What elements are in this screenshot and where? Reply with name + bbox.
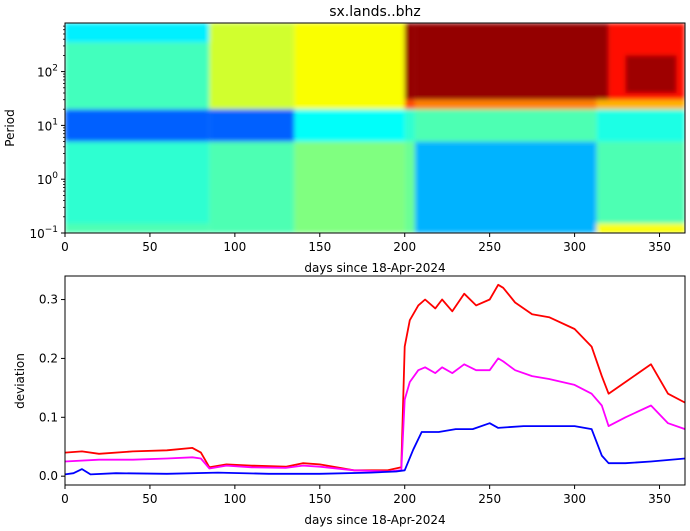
x-tick-label: 350	[648, 492, 671, 506]
heatmap-cell	[596, 141, 685, 224]
y-tick-label: 0.2	[39, 351, 58, 365]
heatmap-cell	[404, 23, 415, 100]
heatmap-cell	[65, 223, 210, 233]
x-tick-label: 100	[223, 240, 246, 254]
heatmap-cell	[414, 23, 609, 100]
heatmap-cell	[65, 23, 210, 43]
y-tick-label: 0.1	[39, 410, 58, 424]
y-tick-label: 0.3	[39, 293, 58, 307]
heatmap-cell	[414, 109, 597, 142]
heatmap-cell	[65, 141, 210, 224]
y-tick-label: 102	[37, 64, 58, 80]
spectrogram-y-ticks: 10−1 100 101 102	[29, 25, 65, 241]
y-tick-label: 101	[37, 117, 58, 133]
x-tick-label: 300	[563, 240, 586, 254]
deviation-series-line	[65, 283, 685, 472]
spectrogram-x-axis-label: days since 18-Apr-2024	[304, 261, 445, 275]
x-tick-label: 250	[478, 492, 501, 506]
heatmap-cell	[625, 55, 677, 93]
deviation-series-line	[65, 357, 685, 473]
deviation-frame	[64, 275, 686, 486]
x-tick-label: 50	[142, 492, 157, 506]
heatmap-cell	[414, 141, 597, 233]
deviation-y-ticks: 0.0 0.1 0.2 0.3	[39, 293, 65, 483]
x-tick-label: 350	[648, 240, 671, 254]
spectrogram-x-ticks: 0 50 100 150 200 250 300 350	[61, 233, 671, 254]
heatmap-cell	[65, 109, 210, 142]
heatmap-cell	[414, 99, 597, 110]
heatmap-cell	[294, 23, 405, 110]
deviation-series-line	[65, 422, 685, 476]
heatmap-cell	[404, 99, 415, 110]
chart-title: sx.lands..bhz	[329, 4, 421, 20]
x-tick-label: 150	[308, 492, 331, 506]
x-tick-label: 250	[478, 240, 501, 254]
deviation-x-axis-label: days since 18-Apr-2024	[304, 513, 445, 527]
x-tick-label: 150	[308, 240, 331, 254]
x-tick-label: 100	[223, 492, 246, 506]
heatmap-cell	[404, 141, 415, 233]
heatmap-cell	[596, 99, 685, 110]
y-tick-label: 10−1	[29, 225, 58, 241]
heatmap-cell	[209, 23, 295, 110]
x-tick-label: 200	[393, 492, 416, 506]
deviation-x-ticks: 0 50 100 150 200 250 300 350	[61, 485, 671, 506]
x-tick-label: 200	[393, 240, 416, 254]
heatmap-cell	[209, 141, 295, 233]
x-tick-label: 50	[142, 240, 157, 254]
deviation-y-axis-label: deviation	[13, 353, 27, 409]
y-tick-label: 0.0	[39, 469, 58, 483]
heatmap-cell	[404, 109, 415, 142]
heatmap-cell	[596, 109, 685, 142]
heatmap-cell	[294, 141, 405, 233]
x-tick-label: 300	[563, 492, 586, 506]
y-tick-label: 100	[37, 171, 58, 187]
heatmap-cell	[209, 109, 295, 142]
x-tick-label: 0	[61, 492, 69, 506]
spectrogram-y-axis-label: Period	[3, 109, 17, 146]
deviation-panel: 0 50 100 150 200 250 300 350 0.0 0.1 0.2 0.3 days …	[13, 275, 686, 527]
heatmap-cells	[65, 23, 685, 233]
heatmap-cell	[65, 42, 210, 110]
deviation-series	[65, 283, 685, 476]
heatmap-cell	[294, 109, 405, 142]
x-tick-label: 0	[61, 240, 69, 254]
heatmap-cell	[596, 223, 685, 233]
spectrogram-panel: sx.lands..bhz 0 50 100 150 200 250 300 350 10−1…	[3, 4, 686, 275]
